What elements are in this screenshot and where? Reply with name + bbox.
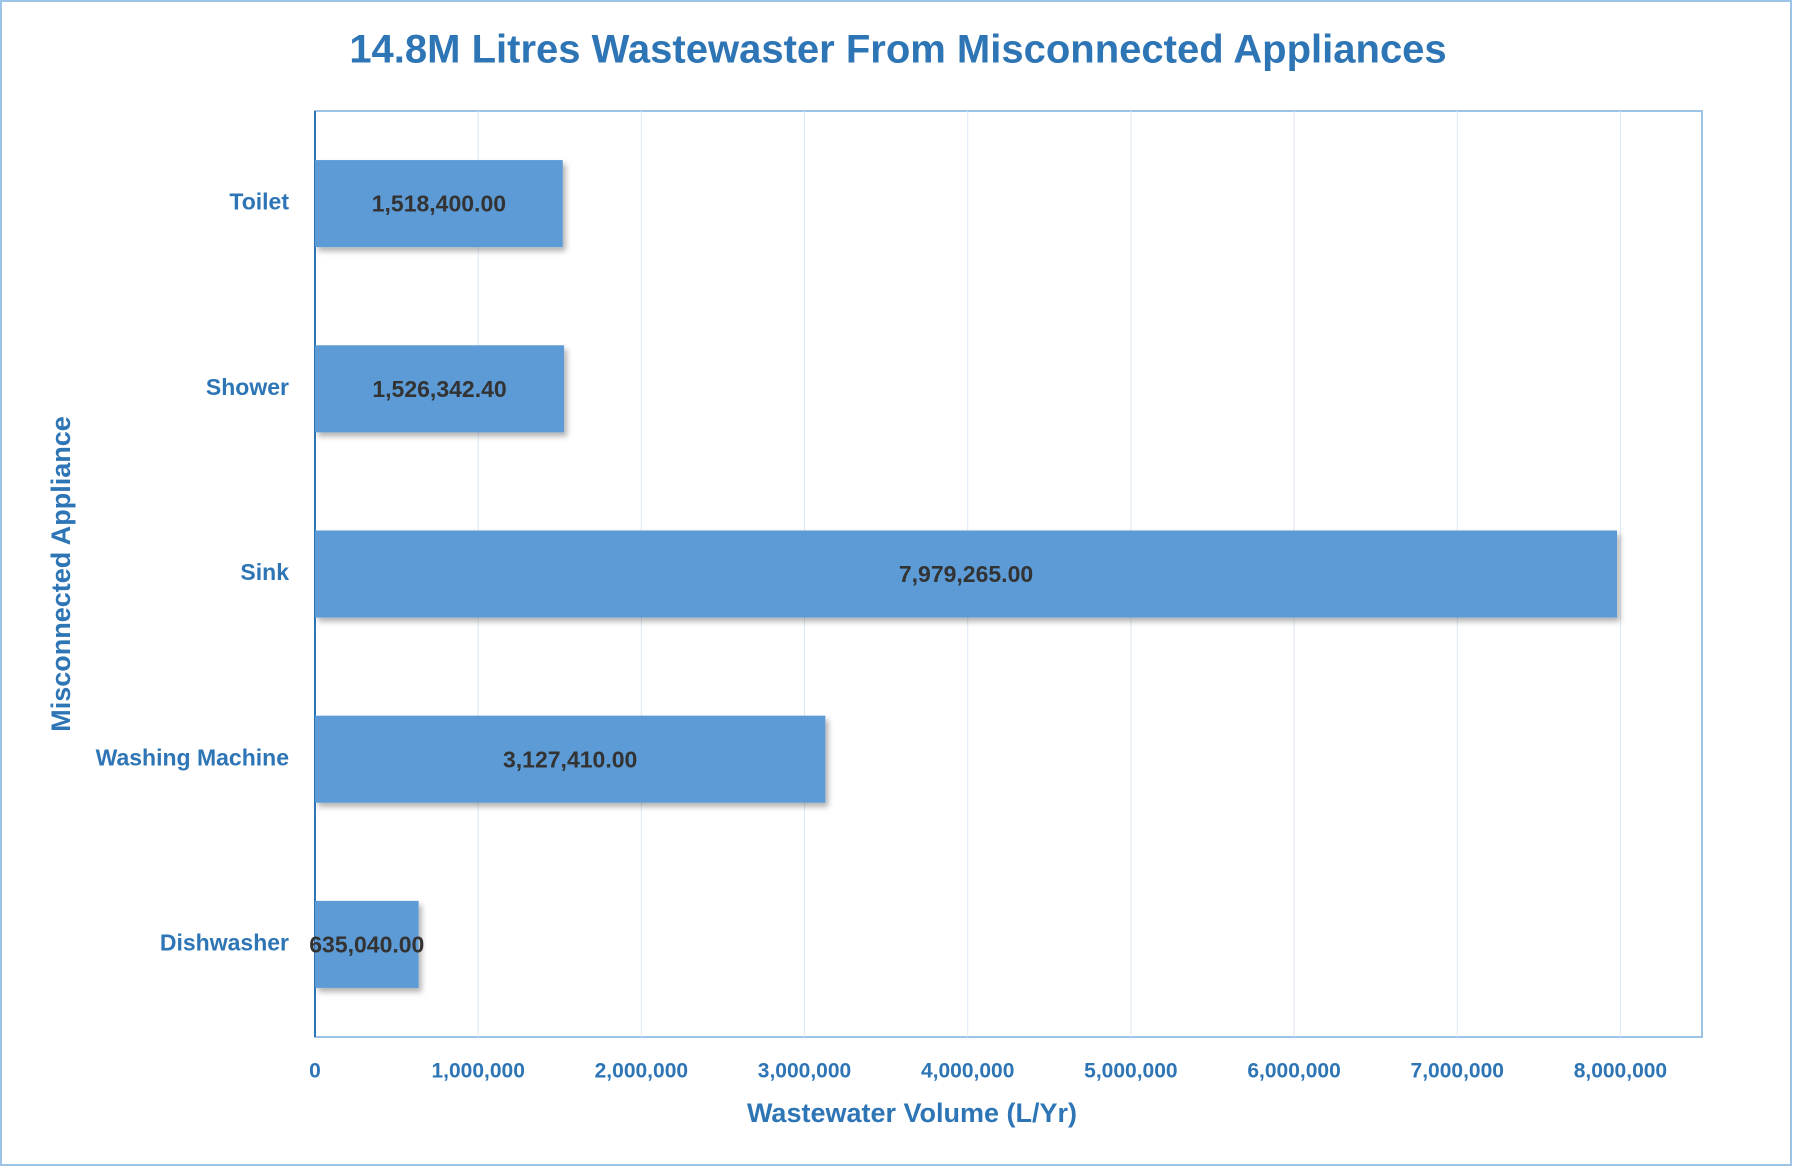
bar [315,160,563,248]
bar [315,530,1618,618]
x-tick-label: 2,000,000 [595,1060,688,1083]
x-tick-label: 3,000,000 [758,1060,851,1083]
bar [315,900,419,988]
data-label: 1,518,400.00 [372,191,506,217]
x-tick-label: 5,000,000 [1084,1060,1177,1083]
bar [315,345,565,433]
x-axis-label: Wastewater Volume (L/Yr) [747,1098,1077,1128]
data-label: 635,040.00 [309,931,424,957]
y-tick-label: Washing Machine [96,744,289,770]
chart-title: 14.8M Litres Wastewaster From Misconnect… [349,28,1446,72]
y-tick-label: Toilet [229,189,289,215]
x-tick-label: 7,000,000 [1411,1060,1504,1083]
data-label: 7,979,265.00 [899,561,1033,587]
x-tick-label: 0 [309,1060,321,1083]
y-tick-label: Dishwasher [160,929,289,955]
x-tick-label: 1,000,000 [431,1060,524,1083]
y-tick-label: Shower [206,374,289,400]
x-tick-label: 6,000,000 [1247,1060,1340,1083]
data-label: 1,526,342.40 [372,376,506,402]
x-tick-label: 4,000,000 [921,1060,1014,1083]
y-axis-label: Misconnected Appliance [46,416,76,732]
y-tick-label: Sink [240,559,289,585]
data-label: 3,127,410.00 [503,746,637,772]
x-tick-label: 8,000,000 [1574,1060,1667,1083]
bar [315,715,826,803]
